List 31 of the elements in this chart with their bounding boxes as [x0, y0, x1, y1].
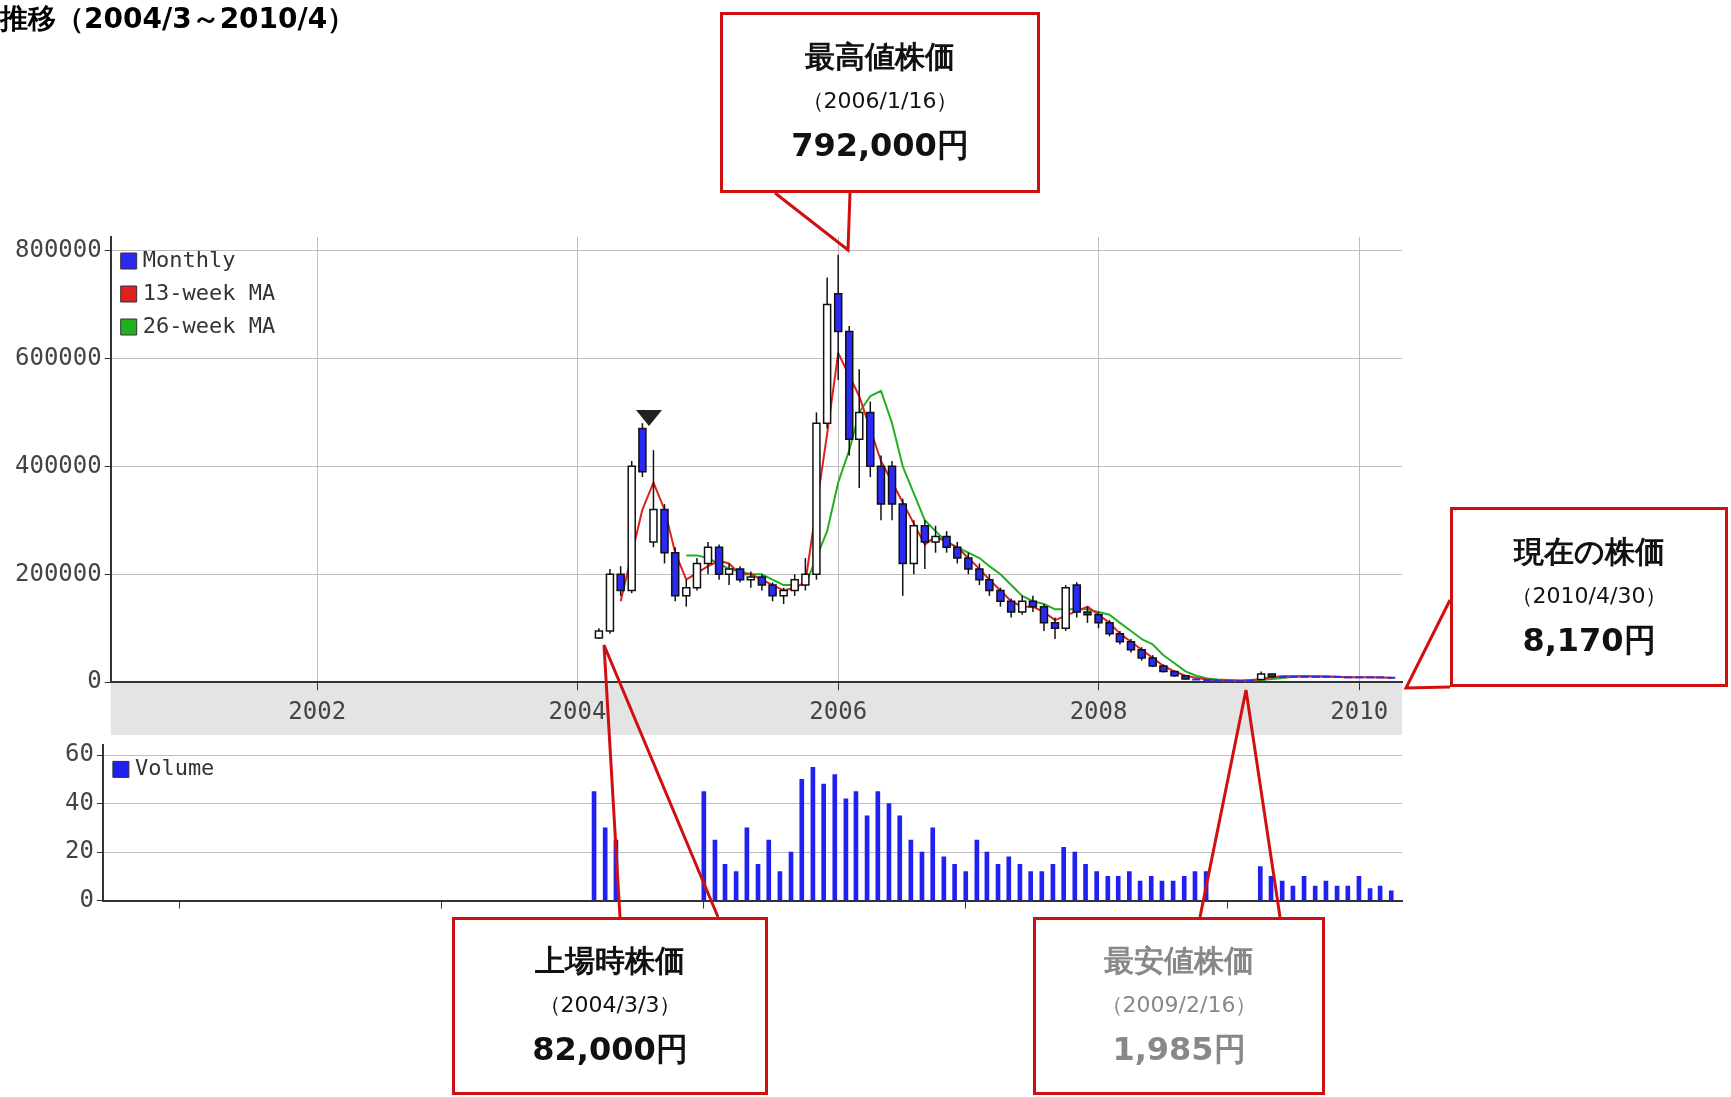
y-tick-label: 400000 — [14, 450, 102, 479]
legend-label: 13-week MA — [142, 279, 276, 305]
x-tick-label: 2004 — [548, 696, 607, 725]
x-tick-label: 2006 — [809, 696, 868, 725]
text: （2006/1/16） — [801, 87, 959, 115]
chart-title: 推移（2004/3～2010/4） — [0, 1, 356, 37]
text: （2004/3/3） — [538, 990, 682, 1019]
legend-label: Monthly — [142, 246, 236, 272]
text: 1,985円 — [1112, 1028, 1246, 1070]
text: 上場時株価 — [535, 941, 685, 980]
text: 792,000円 — [791, 125, 969, 166]
text: （2009/2/16） — [1100, 990, 1258, 1019]
legend-label: Volume — [134, 755, 215, 781]
text: 最安値株価 — [1104, 941, 1254, 980]
y-tick-label: 800000 — [14, 234, 102, 263]
text: （2010/4/30） — [1510, 581, 1668, 610]
text: 82,000円 — [532, 1028, 688, 1070]
text: 現在の株価 — [1513, 532, 1665, 571]
y-tick-label: 200000 — [14, 558, 102, 587]
y-tick-label: 600000 — [14, 342, 102, 371]
y-tick-label: 0 — [87, 666, 102, 695]
x-tick-label: 2010 — [1330, 696, 1389, 725]
y-tick-label: 0 — [79, 884, 94, 913]
y-tick-label: 20 — [64, 836, 94, 865]
legend-label: 26-week MA — [142, 312, 276, 338]
x-tick-label: 2002 — [288, 696, 347, 725]
text: 8,170円 — [1522, 619, 1656, 661]
text: 最高値株価 — [805, 38, 955, 76]
y-tick-label: 60 — [64, 739, 94, 768]
x-tick-label: 2008 — [1069, 696, 1128, 725]
y-tick-label: 40 — [64, 787, 94, 816]
